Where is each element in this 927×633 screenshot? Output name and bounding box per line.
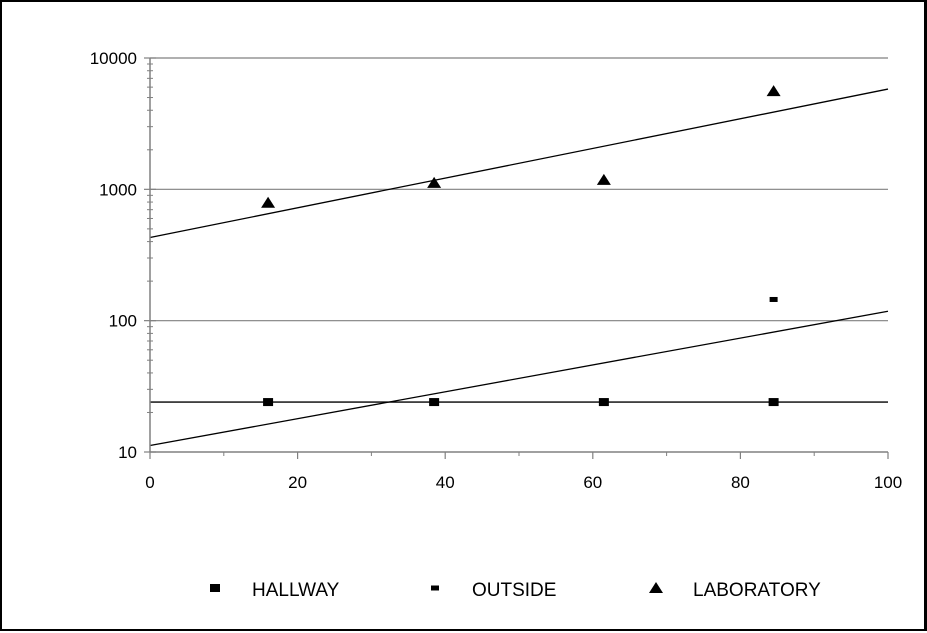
x-tick-label: 100 <box>874 473 902 492</box>
legend-marker-laboratory <box>649 582 663 593</box>
laboratory-point <box>427 176 442 188</box>
laboratory-point <box>596 173 611 185</box>
x-tick-label: 20 <box>288 473 307 492</box>
x-tick-label: 0 <box>145 473 154 492</box>
legend: HALLWAY OUTSIDE LABORATORY <box>210 580 821 601</box>
hallway-point <box>263 398 274 407</box>
laboratory-point <box>261 196 276 208</box>
trendline <box>149 310 889 447</box>
legend-marker-hallway <box>210 584 220 592</box>
trendlines <box>149 88 889 447</box>
legend-marker-outside <box>431 585 439 591</box>
axes: 10 100 1000 10000 0 20 40 60 80 100 <box>90 49 902 492</box>
gridlines <box>150 57 888 322</box>
legend-label-laboratory: LABORATORY <box>693 580 821 601</box>
hallway-point <box>598 398 609 407</box>
legend-label-outside: OUTSIDE <box>472 580 556 601</box>
laboratory-point <box>766 85 781 97</box>
x-tick-label: 40 <box>436 473 455 492</box>
data-markers <box>261 85 781 407</box>
x-tick-label: 60 <box>583 473 602 492</box>
trendline <box>149 88 889 239</box>
x-tick-label: 80 <box>731 473 750 492</box>
legend-label-hallway: HALLWAY <box>252 580 340 601</box>
outside-point <box>769 296 778 302</box>
y-tick-label: 10000 <box>90 49 137 68</box>
hallway-point <box>429 398 440 407</box>
y-tick-label: 10 <box>118 443 137 462</box>
y-tick-label: 100 <box>109 312 137 331</box>
y-tick-label: 1000 <box>99 180 137 199</box>
hallway-point <box>768 398 779 407</box>
